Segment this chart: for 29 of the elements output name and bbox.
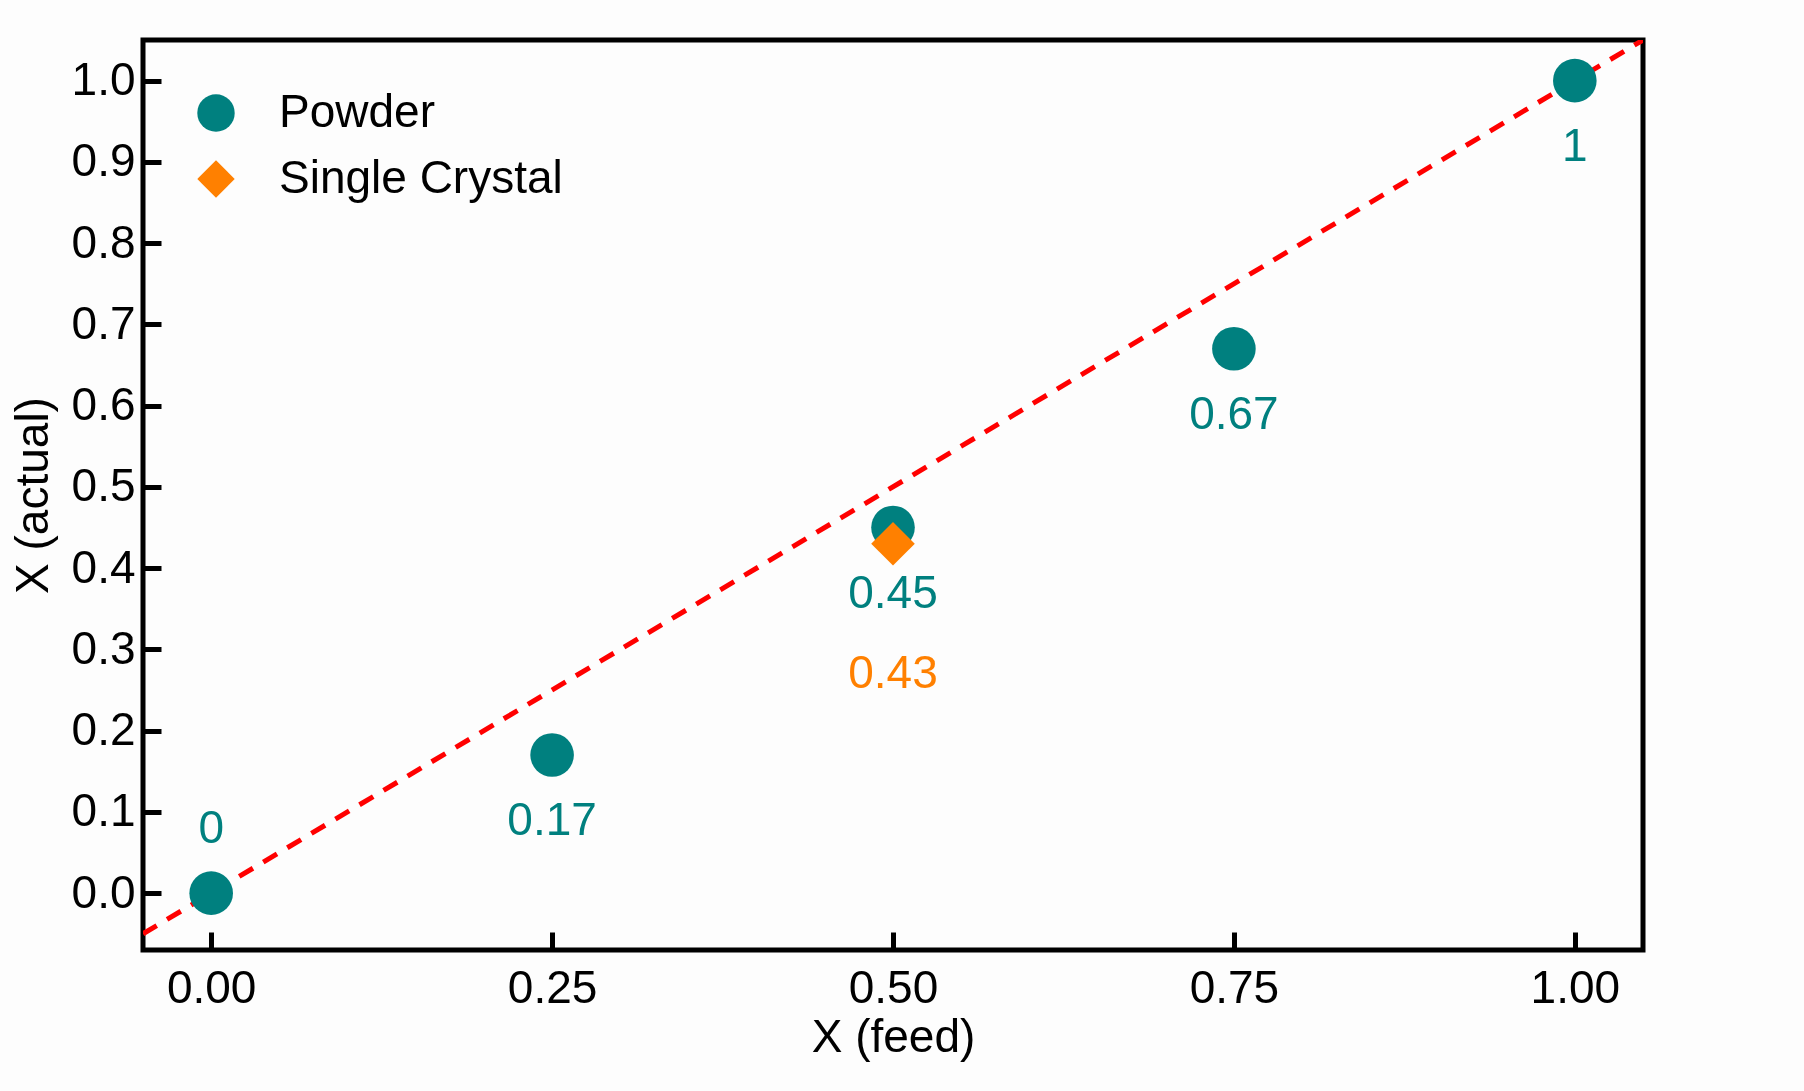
point — [1212, 327, 1256, 371]
x-tick-label: 0.00 — [166, 960, 257, 1013]
y-tick-label: 0.4 — [71, 540, 136, 593]
y-tick-label: 0.7 — [71, 296, 136, 349]
x-tick-label: 1.00 — [1530, 960, 1621, 1013]
data-label: 0.45 — [848, 565, 938, 618]
y-tick-label: 0.2 — [71, 703, 136, 756]
y-tick-label: 0.9 — [71, 134, 136, 187]
legend-label: Powder — [279, 85, 435, 137]
data-label: 0.43 — [848, 645, 938, 698]
point — [1553, 58, 1597, 103]
point — [871, 521, 915, 566]
y-tick-label: 0.3 — [71, 621, 136, 674]
data-label: 0 — [198, 801, 224, 854]
point — [530, 733, 574, 777]
data-label: 1 — [1562, 118, 1588, 171]
data-label: 0.17 — [507, 793, 597, 845]
y-tick-label: 0.5 — [71, 459, 136, 512]
data-label: 0.67 — [1189, 386, 1279, 439]
y-tick-label: 0.1 — [71, 784, 136, 837]
y-tick-label: 0.6 — [71, 378, 136, 431]
legend-label: Single Crystal — [279, 151, 563, 203]
y-tick-label: 0.0 — [71, 865, 136, 918]
x-tick-label: 0.25 — [507, 960, 598, 1013]
y-axis-title: X (actual) — [5, 397, 58, 594]
y-tick-label: 1.0 — [71, 53, 136, 106]
y-tick-label: 0.8 — [71, 215, 136, 268]
x-tick-label: 0.75 — [1189, 960, 1280, 1013]
point — [189, 871, 233, 915]
